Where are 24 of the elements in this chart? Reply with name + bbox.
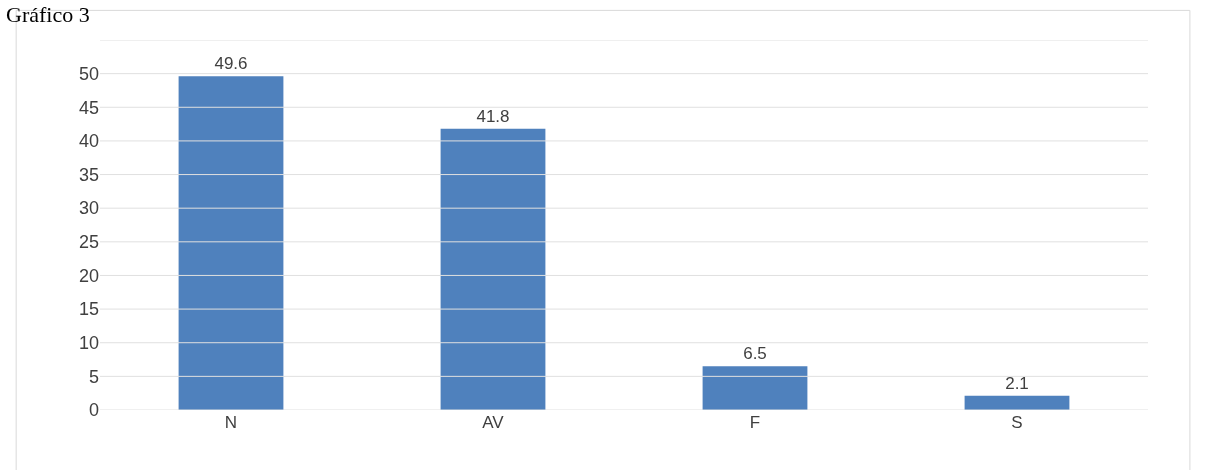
bar [702, 366, 808, 410]
data-label: 2.1 [1005, 373, 1029, 393]
bar [964, 395, 1070, 410]
bar [178, 76, 284, 410]
y-tick-label: 40 [78, 131, 99, 152]
y-tick-label: 10 [78, 333, 99, 354]
y-tick-label: 45 [78, 97, 99, 118]
y-tick-label: 20 [78, 265, 99, 286]
x-tick-label: F [749, 413, 761, 432]
chart-title: Gráfico 3 [6, 2, 90, 28]
y-tick-label: 0 [88, 400, 99, 421]
data-label: 49.6 [214, 54, 248, 74]
y-tick-label: 25 [78, 232, 99, 253]
y-tick-label: 50 [78, 63, 99, 84]
y-tick-label: 30 [78, 198, 99, 219]
y-tick-label: 5 [88, 366, 99, 387]
data-label: 41.8 [476, 106, 510, 126]
y-tick-label: 15 [78, 299, 99, 320]
x-tick-label: N [224, 413, 238, 432]
y-tick-label: 35 [78, 164, 99, 185]
data-label: 6.5 [743, 344, 767, 364]
bar [440, 128, 546, 410]
x-tick-label: AV [482, 413, 505, 432]
x-tick-label: S [1011, 413, 1023, 432]
